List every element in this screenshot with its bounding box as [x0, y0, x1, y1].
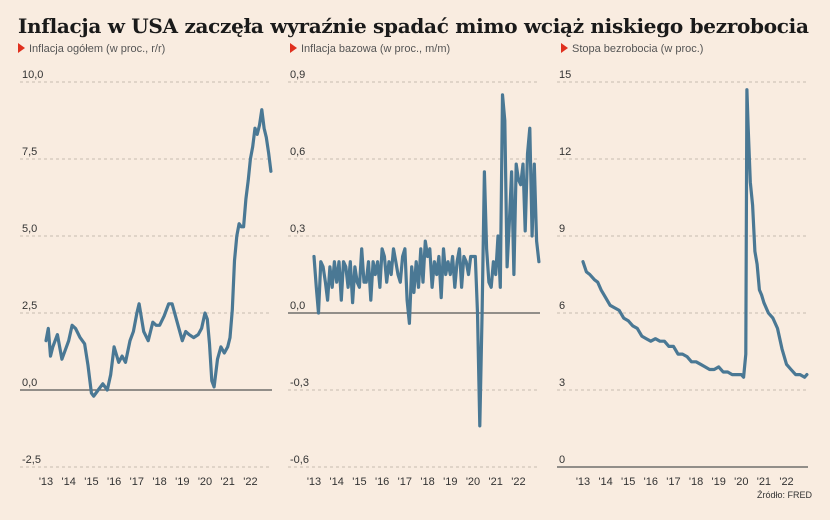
- panel-1-y-tick-label: 0,0: [22, 377, 37, 389]
- panel-1-y-tick-label: 10,0: [22, 69, 43, 81]
- panel-2-y-tick-label: 0,3: [290, 223, 305, 235]
- panel-2-x-tick-label: '21: [489, 476, 503, 488]
- panel-2-x-tick-label: '19: [443, 476, 457, 488]
- panel-3-x-tick-label: '22: [779, 476, 793, 488]
- panel-1-x-tick-label: '21: [221, 476, 235, 488]
- panel-2-series-line: [312, 93, 541, 428]
- panel-3-x-tick-label: '21: [757, 476, 771, 488]
- panel-1-x-tick-label: '18: [152, 476, 166, 488]
- source-note: Źródło: FRED: [756, 490, 812, 500]
- panel-3-y-tick-label: 3: [559, 377, 565, 389]
- panel-3-subtitle-text: Stopa bezrobocia (w proc.): [572, 43, 704, 55]
- panel-1-x-tick-label: '13: [39, 476, 53, 488]
- panel-2-x-tick-label: '18: [420, 476, 434, 488]
- panel-2-y-tick-label: 0,9: [290, 69, 305, 81]
- panel-1-x-tick-label: '19: [175, 476, 189, 488]
- panel-2-subtitle: Inflacja bazowa (w proc., m/m): [290, 43, 450, 55]
- panel-3-y-tick-label: 0: [559, 454, 565, 466]
- panel-2-x-tick-label: '13: [307, 476, 321, 488]
- panel-1-subtitle-text: Inflacja ogółem (w proc., r/r): [29, 43, 166, 55]
- panel-2-x-tick-label: '20: [466, 476, 480, 488]
- panel-2-x-tick-label: '16: [375, 476, 389, 488]
- panel-3-y-tick-label: 15: [559, 69, 571, 81]
- panel-2-y-tick-label: 0,6: [290, 146, 305, 158]
- panel-3-x-tick-label: '15: [621, 476, 635, 488]
- panel-1-x-tick-label: '16: [107, 476, 121, 488]
- panel-3-y-tick-label: 9: [559, 223, 565, 235]
- panel-1-x-tick-label: '20: [198, 476, 212, 488]
- panel-2-x-tick-label: '17: [398, 476, 412, 488]
- chart-title: Inflacja w USA zaczęła wyraźnie spadać m…: [18, 14, 809, 38]
- panel-1-x-tick-label: '15: [84, 476, 98, 488]
- panel-3-x-tick-label: '19: [712, 476, 726, 488]
- red-triangle-marker-icon: [290, 43, 297, 53]
- panel-3-series-line: [581, 88, 809, 379]
- red-triangle-marker-icon: [18, 43, 25, 53]
- panel-2-x-tick-label: '14: [330, 476, 344, 488]
- panel-2-x-tick-label: '22: [511, 476, 525, 488]
- panel-2-y-tick-label: -0,6: [290, 454, 309, 466]
- panel-2-x-tick-label: '15: [352, 476, 366, 488]
- panel-2-y-tick-label: 0,0: [290, 300, 305, 312]
- red-triangle-marker-icon: [561, 43, 568, 53]
- panel-1-y-tick-label: 2,5: [22, 300, 37, 312]
- panel-1-y-tick-label: -2,5: [22, 454, 41, 466]
- panel-2-y-tick-label: -0,3: [290, 377, 309, 389]
- panel-3-x-tick-label: '17: [666, 476, 680, 488]
- panel-3-subtitle: Stopa bezrobocia (w proc.): [561, 43, 703, 55]
- panel-1-subtitle: Inflacja ogółem (w proc., r/r): [18, 43, 165, 55]
- panel-3-x-tick-label: '14: [598, 476, 612, 488]
- panel-3-x-tick-label: '20: [734, 476, 748, 488]
- panel-1-x-tick-label: '17: [130, 476, 144, 488]
- panel-3-x-tick-label: '13: [576, 476, 590, 488]
- panel-1-x-tick-label: '22: [243, 476, 257, 488]
- panel-1-x-tick-label: '14: [62, 476, 76, 488]
- panel-3-y-tick-label: 6: [559, 300, 565, 312]
- panel-3-y-tick-label: 12: [559, 146, 571, 158]
- panel-3-x-tick-label: '18: [689, 476, 703, 488]
- panel-1-y-tick-label: 7,5: [22, 146, 37, 158]
- panel-1-y-tick-label: 5,0: [22, 223, 37, 235]
- panel-2-subtitle-text: Inflacja bazowa (w proc., m/m): [301, 43, 451, 55]
- panel-3-x-tick-label: '16: [644, 476, 658, 488]
- panel-1-series-line: [44, 108, 273, 398]
